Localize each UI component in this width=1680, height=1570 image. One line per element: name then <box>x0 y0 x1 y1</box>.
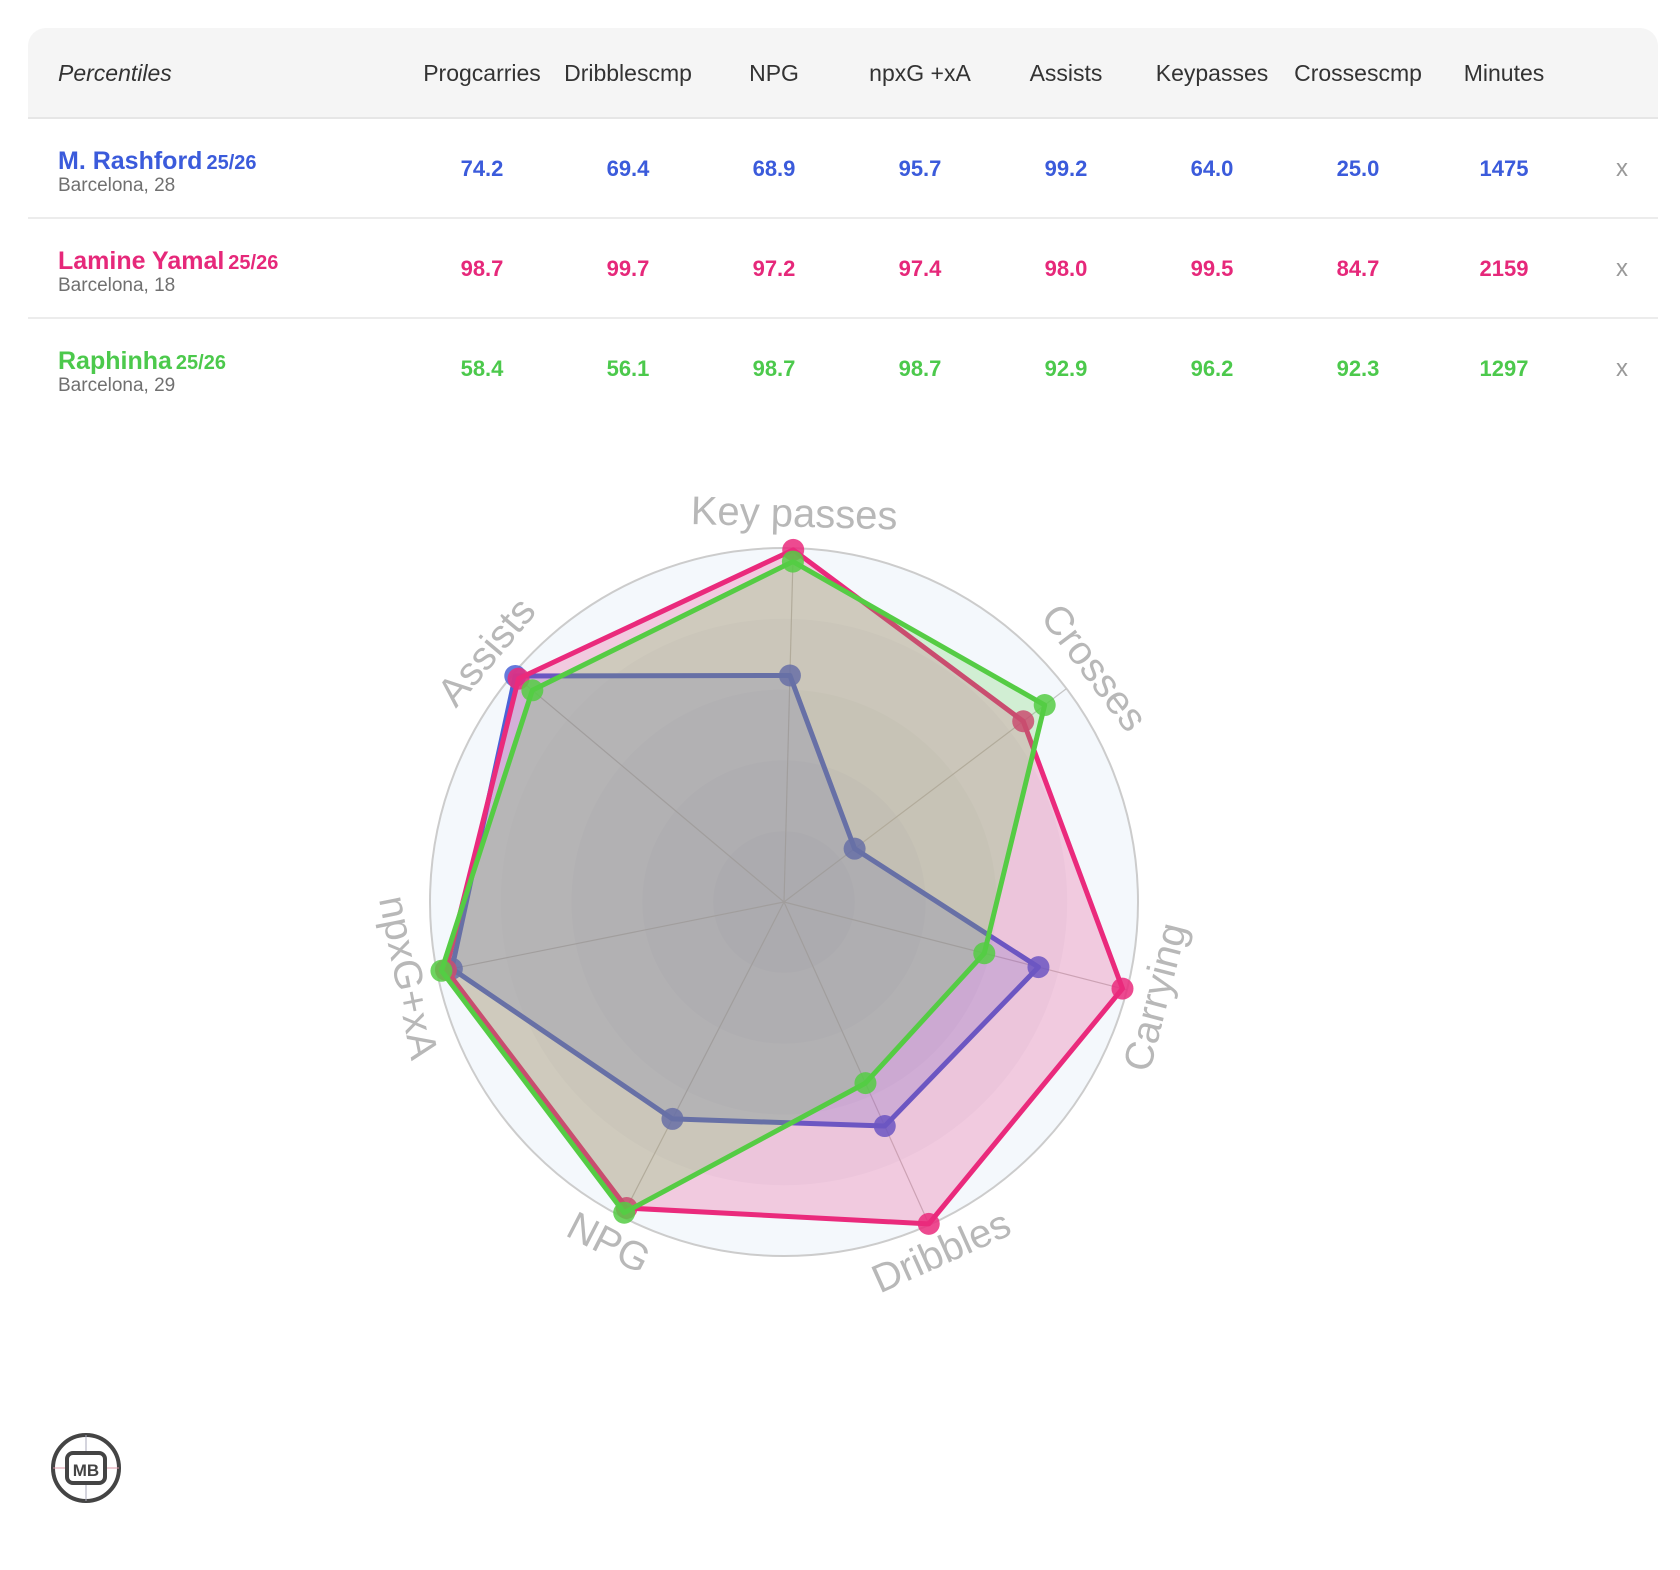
stat-value: 56.1 <box>606 356 650 381</box>
table-row: M. Rashford 25/26 Barcelona, 28 74.2 69.4 68.… <box>28 119 1658 219</box>
radar-point[interactable] <box>778 664 801 687</box>
stat-value: 64.0 <box>1190 156 1234 181</box>
column-header[interactable]: Prog carries <box>423 60 541 86</box>
stat-value: 1475 <box>1479 156 1529 181</box>
player-name[interactable]: Raphinha 25/26 <box>58 347 226 375</box>
stat-value: 97.2 <box>752 256 796 281</box>
stat-value: 68.9 <box>752 156 796 181</box>
remove-player-button[interactable]: x <box>1616 255 1628 282</box>
remove-player-button[interactable]: x <box>1616 355 1628 382</box>
season-badge: 25/26 <box>228 252 279 274</box>
stat-value: 99.7 <box>606 256 650 281</box>
stat-value: 98.7 <box>898 356 942 381</box>
stat-value: 69.4 <box>606 156 650 181</box>
stat-value: 92.9 <box>1044 356 1088 381</box>
radar-point[interactable] <box>521 679 544 702</box>
stat-value: 84.7 <box>1336 256 1380 281</box>
radar-point[interactable] <box>1033 694 1056 717</box>
player-club-age: Barcelona, 29 <box>58 375 176 396</box>
column-header[interactable]: npxG +xA <box>869 60 971 86</box>
radar-series <box>430 550 1056 1224</box>
radar-point[interactable] <box>661 1107 684 1130</box>
remove-player-button[interactable]: x <box>1616 155 1628 182</box>
radar-point[interactable] <box>854 1072 877 1095</box>
stat-value: 97.4 <box>898 256 942 281</box>
radar-point[interactable] <box>613 1201 636 1224</box>
stat-value: 92.3 <box>1336 356 1380 381</box>
table-header: Percentiles Prog carries Dribbles cmp NPG npx… <box>28 28 1658 119</box>
stat-value: 74.2 <box>460 156 504 181</box>
stat-value: 95.7 <box>898 156 942 181</box>
radar-point[interactable] <box>1012 710 1035 733</box>
radar-point[interactable] <box>1111 977 1134 1000</box>
stat-value: 98.7 <box>752 356 796 381</box>
percentiles-table: Percentiles Prog carries Dribbles cmp NPG npx… <box>28 28 1658 419</box>
season-badge: 25/26 <box>206 152 257 174</box>
column-header[interactable]: Minutes <box>1463 60 1545 86</box>
axis-label: Key passes <box>690 489 898 538</box>
radar-point[interactable] <box>843 837 866 860</box>
svg-text:MB: MB <box>73 1461 99 1480</box>
stat-value: 58.4 <box>460 356 504 381</box>
radar-point[interactable] <box>873 1115 896 1138</box>
table-body: M. Rashford 25/26 Barcelona, 28 74.2 69.4 68.… <box>28 119 1658 419</box>
radar-point[interactable] <box>430 959 453 982</box>
logo-icon: MB <box>51 1433 121 1503</box>
season-badge: 25/26 <box>175 352 226 374</box>
player-club-age: Barcelona, 18 <box>58 275 176 296</box>
stat-value: 98.7 <box>460 256 504 281</box>
radar-point[interactable] <box>917 1212 940 1235</box>
stat-value: 2159 <box>1479 256 1529 281</box>
column-header[interactable]: Key passes <box>1155 60 1269 86</box>
radar-series <box>434 538 1134 1235</box>
stat-value: 25.0 <box>1336 156 1380 181</box>
radar-point[interactable] <box>1027 956 1050 979</box>
stat-value: 98.0 <box>1044 256 1088 281</box>
percentiles-label: Percentiles <box>58 60 172 86</box>
radar-point[interactable] <box>781 550 804 573</box>
stat-value: 99.2 <box>1044 156 1088 181</box>
table-row: Raphinha 25/26 Barcelona, 29 58.4 56.1 98.7 98… <box>28 319 1658 419</box>
column-header[interactable]: Dribbles cmp <box>564 60 692 86</box>
player-name[interactable]: M. Rashford 25/26 <box>58 147 257 175</box>
column-header[interactable]: NPG <box>749 60 799 86</box>
table-row: Lamine Yamal 25/26 Barcelona, 18 98.7 99.7 97… <box>28 219 1658 319</box>
player-name[interactable]: Lamine Yamal 25/26 <box>58 247 279 275</box>
stat-value: 96.2 <box>1190 356 1234 381</box>
player-club-age: Barcelona, 28 <box>58 175 176 196</box>
radar-point[interactable] <box>973 942 996 965</box>
column-header[interactable]: Assists <box>1029 60 1103 86</box>
stat-value: 99.5 <box>1190 256 1234 281</box>
column-header[interactable]: Crosses cmp <box>1294 60 1422 86</box>
stat-value: 1297 <box>1479 356 1529 381</box>
